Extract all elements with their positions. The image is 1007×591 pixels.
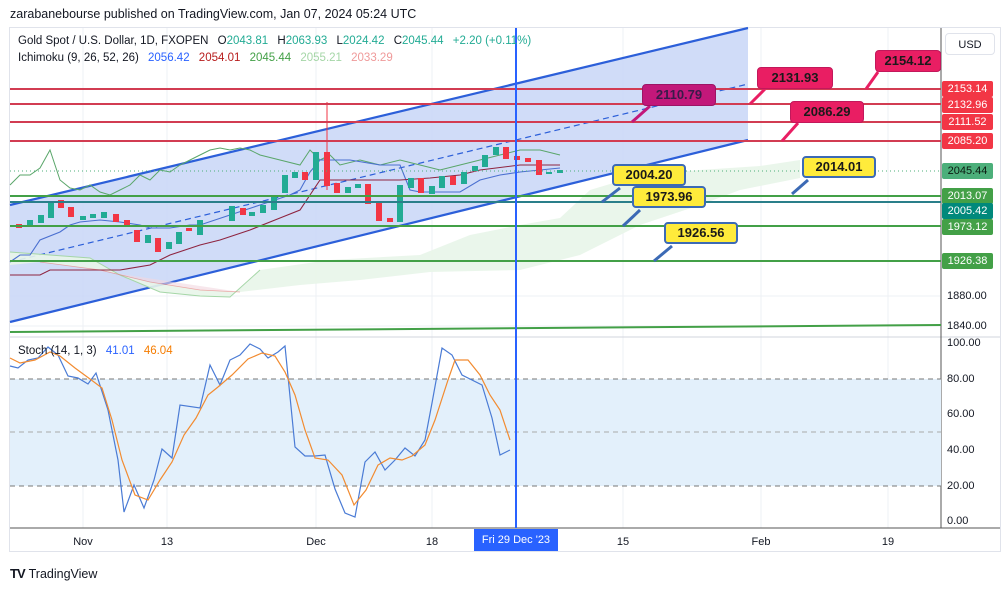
ichimoku-lead-a: 2055.21 (300, 52, 342, 64)
symbol-legend[interactable]: Gold Spot / U.S. Dollar, 1D, FXOPEN O204… (18, 35, 537, 47)
ichimoku-legend[interactable]: Ichimoku (9, 26, 52, 26) 2056.42 2054.01… (18, 52, 399, 64)
price-callout[interactable]: 2110.79 (642, 84, 716, 106)
price-callout[interactable]: 2086.29 (790, 101, 864, 123)
time-axis-label: Dec (306, 536, 326, 548)
stoch-d-value: 46.04 (143, 345, 173, 357)
chart-frame (9, 27, 1001, 552)
price-level-badge: 1926.38 (942, 253, 993, 269)
price-axis-tick: 1880.00 (947, 290, 987, 302)
stoch-axis-tick: 20.00 (947, 480, 975, 492)
stoch-axis-tick: 80.00 (947, 373, 975, 385)
currency-button[interactable]: USD (945, 33, 995, 55)
price-level-badge: 2013.07 (942, 188, 993, 204)
price-callout[interactable]: 1926.56 (664, 222, 738, 244)
price-level-badge: 2132.96 (942, 97, 993, 113)
symbol-name: Gold Spot / U.S. Dollar, 1D, FXOPEN (18, 35, 209, 47)
price-callout[interactable]: 2004.20 (612, 164, 686, 186)
ichimoku-lagging: 2045.44 (249, 52, 292, 64)
time-axis-label: 15 (616, 536, 630, 548)
price-callout[interactable]: 1973.96 (632, 186, 706, 208)
ichimoku-lead-b: 2033.29 (351, 52, 393, 64)
price-level-badge: 2005.42 (942, 203, 993, 219)
tv-logo-text: TradingView (28, 566, 98, 581)
stoch-axis-tick: 60.00 (947, 408, 975, 420)
time-axis-label: 19 (881, 536, 895, 548)
ohlc-close: C2045.44 (393, 35, 444, 47)
stoch-axis-tick: 100.00 (947, 337, 981, 349)
price-level-badge: 1973.12 (942, 219, 993, 235)
tradingview-logo[interactable]: TV TradingView (10, 566, 97, 581)
stoch-label: Stoch (14, 1, 3) (18, 345, 97, 357)
price-level-badge: 2111.52 (942, 114, 993, 130)
price-level-badge: 2085.20 (942, 133, 993, 149)
time-axis-label: Feb (751, 536, 771, 548)
ohlc-high: H2063.93 (277, 35, 328, 47)
time-axis-label: Nov (73, 536, 93, 548)
price-change: +2.20 (+0.11%) (452, 35, 532, 47)
tv-logo-icon: TV (10, 566, 26, 581)
price-level-badge: 2153.14 (942, 81, 993, 97)
stoch-k-value: 41.01 (105, 345, 135, 357)
ohlc-open: O2043.81 (217, 35, 269, 47)
ohlc-low: L2024.42 (336, 35, 385, 47)
price-level-badge: 2045.44 (942, 163, 993, 179)
price-callout[interactable]: 2014.01 (802, 156, 876, 178)
stoch-axis-tick: 0.00 (947, 515, 969, 527)
price-axis-tick: 1840.00 (947, 320, 987, 332)
time-axis-label: 13 (160, 536, 174, 548)
time-axis-label: 18 (425, 536, 439, 548)
stoch-axis-tick: 40.00 (947, 444, 975, 456)
price-callout[interactable]: 2131.93 (757, 67, 833, 89)
crosshair-date-label: Fri 29 Dec '23 (474, 529, 558, 551)
published-line: zarabanebourse published on TradingView.… (10, 7, 417, 21)
price-callout[interactable]: 2154.12 (875, 50, 941, 72)
stoch-legend[interactable]: Stoch (14, 1, 3) 41.01 46.04 (18, 345, 179, 357)
ichimoku-conversion: 2056.42 (148, 52, 190, 64)
ichimoku-label: Ichimoku (9, 26, 52, 26) (18, 52, 139, 64)
ichimoku-base: 2054.01 (198, 52, 241, 64)
